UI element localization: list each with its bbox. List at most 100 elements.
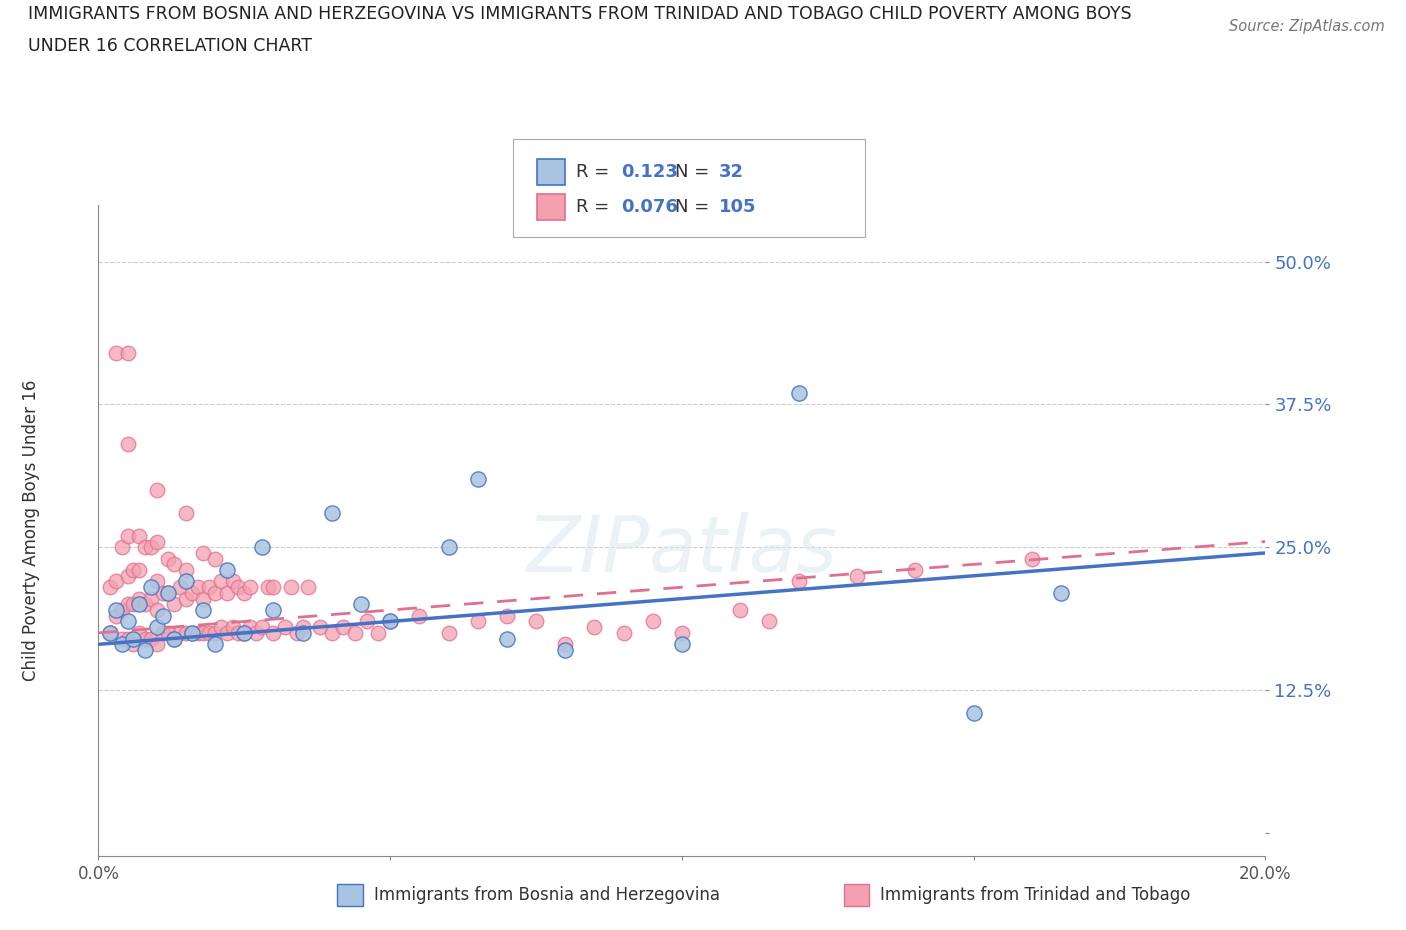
Point (467, 472, 489, 486)
Point (174, 563, 197, 578)
Point (169, 626, 191, 641)
Point (117, 614, 139, 629)
Point (117, 346, 139, 361)
Point (671, 626, 693, 641)
Point (157, 586, 180, 601)
Text: Child Poverty Among Boys Under 16: Child Poverty Among Boys Under 16 (22, 379, 39, 681)
Text: R =: R = (576, 163, 616, 181)
Point (356, 614, 378, 629)
Text: N =: N = (675, 198, 714, 217)
Text: 32: 32 (718, 163, 744, 181)
Point (845, 568, 868, 583)
Point (228, 579, 250, 594)
Point (122, 637, 145, 652)
Point (157, 551, 180, 566)
Point (758, 614, 780, 629)
Point (221, 574, 243, 589)
Point (117, 597, 139, 612)
Point (309, 619, 332, 634)
Point (193, 603, 215, 618)
Point (245, 626, 267, 641)
Point (239, 619, 262, 634)
Point (98, 579, 121, 594)
Point (174, 506, 197, 521)
Text: R =: R = (576, 198, 616, 217)
Text: 0.123: 0.123 (621, 163, 678, 181)
Point (291, 626, 314, 641)
Text: IMMIGRANTS FROM BOSNIA AND HERZEGOVINA VS IMMIGRANTS FROM TRINIDAD AND TOBAGO CH: IMMIGRANTS FROM BOSNIA AND HERZEGOVINA V… (28, 5, 1132, 22)
Point (215, 626, 238, 641)
Point (146, 483, 169, 498)
Point (297, 579, 319, 594)
Point (193, 626, 215, 641)
Point (139, 631, 162, 646)
Point (904, 563, 927, 578)
Text: N =: N = (675, 163, 714, 181)
Point (204, 586, 226, 601)
Point (233, 626, 256, 641)
Point (198, 579, 221, 594)
Point (152, 608, 174, 623)
Text: Source: ZipAtlas.com: Source: ZipAtlas.com (1229, 19, 1385, 33)
Point (787, 574, 810, 589)
Point (228, 626, 250, 641)
Point (495, 608, 517, 623)
Text: Immigrants from Trinidad and Tobago: Immigrants from Trinidad and Tobago (880, 885, 1191, 904)
Point (1050, 586, 1073, 601)
Text: 105: 105 (718, 198, 756, 217)
Point (641, 614, 664, 629)
Point (163, 557, 186, 572)
Point (128, 597, 150, 612)
Point (378, 614, 402, 629)
Point (274, 619, 297, 634)
Point (187, 579, 209, 594)
Point (122, 597, 145, 612)
Point (163, 631, 186, 646)
Point (139, 579, 162, 594)
Point (134, 643, 156, 658)
Point (139, 591, 162, 606)
Point (98, 626, 121, 641)
Point (280, 579, 302, 594)
Point (262, 603, 284, 618)
Point (367, 626, 389, 641)
Point (344, 626, 367, 641)
Point (321, 626, 343, 641)
Point (209, 619, 232, 634)
Point (215, 586, 238, 601)
Point (169, 579, 191, 594)
Point (157, 626, 180, 641)
Point (378, 614, 402, 629)
Point (204, 637, 226, 652)
Point (122, 563, 145, 578)
Point (104, 608, 127, 623)
Point (157, 586, 180, 601)
Text: ZIPatlas: ZIPatlas (526, 512, 838, 588)
Point (262, 579, 284, 594)
Point (180, 626, 202, 641)
Point (291, 619, 314, 634)
Point (408, 608, 430, 623)
Point (117, 437, 139, 452)
Point (139, 539, 162, 554)
Point (524, 614, 547, 629)
Point (221, 619, 243, 634)
Point (117, 631, 139, 646)
Point (332, 619, 354, 634)
Point (209, 574, 232, 589)
Point (233, 586, 256, 601)
Point (198, 626, 221, 641)
Point (174, 626, 197, 641)
Point (256, 579, 278, 594)
Point (193, 591, 215, 606)
Point (98, 626, 121, 641)
Point (204, 626, 226, 641)
Point (728, 603, 751, 618)
Point (321, 506, 343, 521)
Point (117, 528, 139, 543)
Point (554, 643, 576, 658)
Point (128, 528, 150, 543)
Point (104, 603, 127, 618)
Point (128, 626, 150, 641)
Point (250, 619, 273, 634)
